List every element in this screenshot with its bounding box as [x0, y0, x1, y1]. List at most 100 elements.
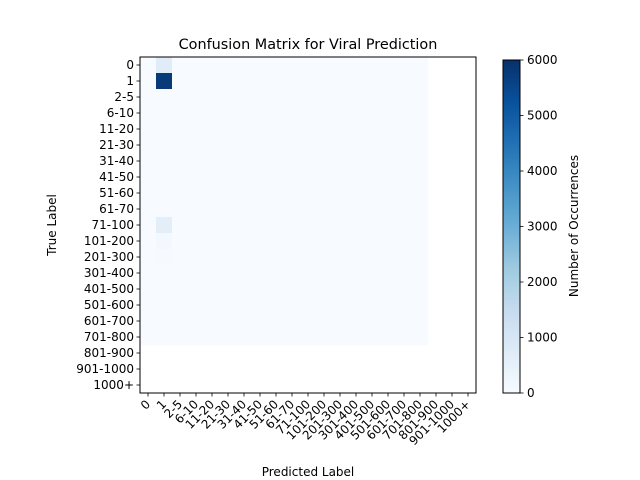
- y-tick-label: 901-1000: [76, 362, 134, 376]
- heatmap-cell: [396, 281, 413, 298]
- heatmap-cell: [140, 233, 157, 250]
- heatmap-cell: [188, 153, 205, 170]
- y-tick-label: 71-100: [91, 218, 134, 232]
- heatmap-cell: [156, 137, 173, 154]
- heatmap-cell: [172, 105, 189, 122]
- heatmap-cell: [300, 137, 317, 154]
- heatmap-cell: [348, 73, 365, 90]
- heatmap-cell: [380, 281, 397, 298]
- heatmap-cell: [156, 57, 173, 74]
- heatmap-cell: [140, 169, 157, 186]
- y-tick-label: 2-5: [114, 90, 134, 104]
- heatmap-cell: [316, 137, 333, 154]
- heatmap-cell: [188, 121, 205, 138]
- heatmap-cell: [252, 201, 269, 218]
- heatmap-cell: [316, 329, 333, 346]
- heatmap-cell: [156, 201, 173, 218]
- heatmap-cell: [252, 313, 269, 330]
- heatmap-cell: [140, 265, 157, 282]
- heatmap-cell: [220, 57, 237, 74]
- heatmap-cell: [300, 329, 317, 346]
- heatmap-cell: [332, 73, 349, 90]
- heatmap-cell: [252, 185, 269, 202]
- heatmap-cell: [140, 137, 157, 154]
- heatmap-cell: [284, 73, 301, 90]
- heatmap-cell: [188, 217, 205, 234]
- heatmap-cell: [364, 313, 381, 330]
- colorbar-tick-label: 5000: [527, 109, 558, 123]
- heatmap-cell: [332, 169, 349, 186]
- heatmap-cell: [316, 233, 333, 250]
- heatmap-cell: [332, 153, 349, 170]
- heatmap-cell: [380, 297, 397, 314]
- y-tick-label: 1000+: [93, 378, 134, 392]
- heatmap-cell: [348, 185, 365, 202]
- heatmap-cell: [188, 281, 205, 298]
- heatmap-cell: [204, 105, 221, 122]
- heatmap-cell: [316, 313, 333, 330]
- y-tick-label: 0: [126, 58, 134, 72]
- heatmap-cell: [220, 297, 237, 314]
- heatmap-cell: [268, 185, 285, 202]
- heatmap-cell: [188, 137, 205, 154]
- heatmap-cell: [332, 121, 349, 138]
- heatmap-cell: [172, 153, 189, 170]
- heatmap-cell: [348, 89, 365, 106]
- heatmap-cell: [300, 217, 317, 234]
- y-tick-label: 21-30: [99, 138, 134, 152]
- heatmap-cell: [268, 217, 285, 234]
- heatmap-cell: [284, 169, 301, 186]
- heatmap-cell: [204, 281, 221, 298]
- heatmap-cell: [140, 121, 157, 138]
- heatmap-cell: [364, 329, 381, 346]
- heatmap-cell: [380, 121, 397, 138]
- heatmap-cell: [284, 249, 301, 266]
- heatmap-cell: [364, 297, 381, 314]
- chart-title: Confusion Matrix for Viral Prediction: [179, 37, 438, 53]
- heatmap-cell: [268, 121, 285, 138]
- colorbar-tick-label: 6000: [527, 53, 558, 67]
- heatmap-cell: [156, 105, 173, 122]
- heatmap-cell: [348, 169, 365, 186]
- heatmap-cell: [220, 89, 237, 106]
- heatmap-cell: [364, 233, 381, 250]
- heatmap-cell: [236, 281, 253, 298]
- heatmap-cell: [396, 217, 413, 234]
- y-tick-label: 201-300: [84, 250, 134, 264]
- heatmap-cell: [236, 121, 253, 138]
- heatmap-cell: [268, 201, 285, 218]
- heatmap-cell: [348, 265, 365, 282]
- heatmap-cell: [204, 137, 221, 154]
- heatmap-cell: [412, 297, 429, 314]
- heatmap-cell: [284, 281, 301, 298]
- y-tick-label: 61-70: [99, 202, 134, 216]
- y-tick-label: 601-700: [84, 314, 134, 328]
- heatmap-cell: [252, 329, 269, 346]
- heatmap-cell: [172, 249, 189, 266]
- heatmap-cell: [284, 153, 301, 170]
- heatmap-cell: [172, 201, 189, 218]
- heatmap-cell: [204, 297, 221, 314]
- heatmap-cell: [172, 137, 189, 154]
- heatmap-cell: [140, 249, 157, 266]
- heatmap-cell: [236, 137, 253, 154]
- heatmap-cell: [204, 153, 221, 170]
- heatmap-cell: [236, 153, 253, 170]
- heatmap-cell: [396, 265, 413, 282]
- heatmap-cell: [332, 313, 349, 330]
- heatmap-cell: [284, 233, 301, 250]
- heatmap-cell: [380, 233, 397, 250]
- heatmap-cell: [220, 137, 237, 154]
- heatmap-cell: [172, 297, 189, 314]
- heatmap-cell: [380, 313, 397, 330]
- heatmap-cell: [268, 297, 285, 314]
- heatmap-cell: [204, 121, 221, 138]
- heatmap-cell: [348, 233, 365, 250]
- y-tick-label: 501-600: [84, 298, 134, 312]
- heatmap-cell: [316, 153, 333, 170]
- heatmap-cell: [220, 121, 237, 138]
- heatmap-cell: [284, 185, 301, 202]
- heatmap-cell: [348, 121, 365, 138]
- heatmap-cell: [348, 201, 365, 218]
- heatmap-cell: [396, 185, 413, 202]
